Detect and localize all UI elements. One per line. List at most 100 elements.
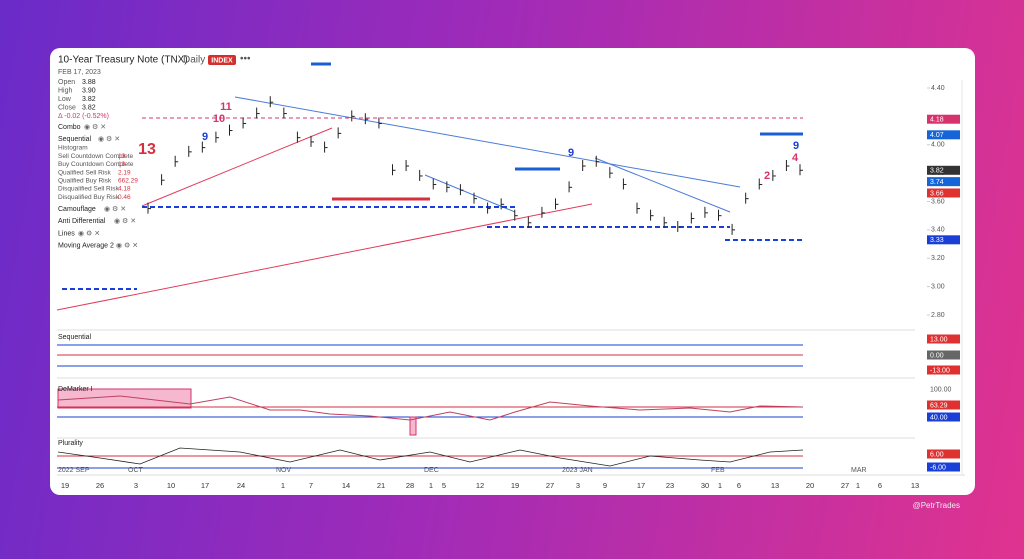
demarker-line <box>57 395 804 421</box>
price-tag-label: 4.18 <box>930 117 944 124</box>
price-tag-label: 3.74 <box>930 179 944 186</box>
indicator-controls[interactable]: ◉ ⚙ ✕ <box>114 217 136 225</box>
trend-line <box>56 203 593 311</box>
ohlc-label: High <box>58 87 73 94</box>
risk-label: Histogram <box>58 145 88 152</box>
indicator-name: Sequential <box>58 136 92 143</box>
indicator-name: Combo <box>58 124 81 131</box>
risk-label: Buy Countdown Complete <box>58 161 134 168</box>
day-label: 23 <box>666 481 674 490</box>
month-label: OCT <box>128 467 144 474</box>
price-tag <box>927 188 960 198</box>
trend-line <box>141 127 333 207</box>
indicator-controls[interactable]: ◉ ⚙ ✕ <box>98 135 120 143</box>
day-label: 3 <box>134 481 138 490</box>
day-label: 1 <box>281 481 285 490</box>
setup-count: 13 <box>138 141 156 158</box>
day-label: 1 <box>718 481 722 490</box>
month-label: 2023 JAN <box>562 467 593 474</box>
day-label: 17 <box>201 481 209 490</box>
price-tag <box>927 235 960 245</box>
risk-value: 2.19 <box>118 169 131 176</box>
ohlc-label: Close <box>58 104 76 111</box>
menu[interactable]: ••• <box>240 54 251 65</box>
day-label: 19 <box>511 481 519 490</box>
day-label: 26 <box>96 481 104 490</box>
plurality-line <box>57 447 804 467</box>
panel-name: Plurality <box>58 440 83 447</box>
change: Δ -0.02 (-0.52%) <box>58 113 109 120</box>
day-label: 10 <box>167 481 175 490</box>
risk-label: Sell Countdown Complete <box>58 153 134 160</box>
month-label: DEC <box>424 467 439 474</box>
indicator-name: Moving Average 2 <box>58 243 114 250</box>
y-tick-label: 3.20 <box>931 255 945 262</box>
day-label: 20 <box>806 481 814 490</box>
y-tick-label: 3.60 <box>931 198 945 205</box>
panel-name: DeMarker I <box>58 386 93 393</box>
day-label: 1 <box>856 481 860 490</box>
zone <box>57 388 192 409</box>
card <box>50 48 975 495</box>
zone <box>409 416 417 436</box>
panel-tag <box>927 334 960 344</box>
ohlc-label: Open <box>58 79 75 86</box>
panel-tag <box>927 462 960 472</box>
day-label: 14 <box>342 481 350 490</box>
ohlc-value: 3.88 <box>82 79 96 86</box>
trend-line <box>234 96 741 188</box>
y-tick-label: 2.80 <box>931 312 945 319</box>
day-label: 19 <box>61 481 69 490</box>
risk-value: 13 <box>118 161 126 168</box>
day-label: 27 <box>546 481 554 490</box>
indicator-name: Camouflage <box>58 206 96 213</box>
day-label: 30 <box>701 481 709 490</box>
ohlc-value: 3.82 <box>82 104 96 111</box>
risk-label: Disqualified Buy Risk <box>58 194 120 201</box>
day-label: 6 <box>878 481 882 490</box>
indicator-controls[interactable]: ◉ ⚙ ✕ <box>84 123 106 131</box>
setup-count: 4 <box>792 152 799 164</box>
day-label: 28 <box>406 481 414 490</box>
y-tick-label: 4.40 <box>931 85 945 92</box>
price-tag-label: 3.82 <box>930 168 944 175</box>
risk-label: Qualified Buy Risk <box>58 178 112 185</box>
day-label: 7 <box>309 481 313 490</box>
watermark: @PetrTrades <box>913 501 960 510</box>
ohlc-value: 3.90 <box>82 87 96 94</box>
risk-label: Qualified Sell Risk <box>58 169 111 176</box>
risk-value: 4.18 <box>118 186 131 193</box>
panel-tag <box>927 400 960 410</box>
y-tick-label: 3.40 <box>931 227 945 234</box>
month-label: NOV <box>276 467 292 474</box>
panel-label: 13.00 <box>930 336 948 343</box>
trend-line <box>594 157 731 213</box>
setup-count: 9 <box>568 147 574 159</box>
panel-name: Sequential <box>58 334 92 341</box>
risk-label: Disqualified Sell Risk <box>58 186 119 193</box>
indicator-controls[interactable]: ◉ ⚙ ✕ <box>78 229 100 237</box>
setup-count: 9 <box>202 131 208 143</box>
panel-label: 40.00 <box>930 414 948 421</box>
setup-count: 9 <box>793 140 799 152</box>
ohlc-value: 3.82 <box>82 96 96 103</box>
day-label: 6 <box>737 481 741 490</box>
price-tag <box>927 130 960 140</box>
day-label: 13 <box>771 481 779 490</box>
day-label: 13 <box>911 481 919 490</box>
panel-tag <box>927 350 960 360</box>
title: 10-Year Treasury Note (TNX) <box>58 55 188 66</box>
risk-value: 662.29 <box>118 178 138 185</box>
indicator-controls[interactable]: ◉ ⚙ ✕ <box>104 205 126 213</box>
setup-count: 2 <box>764 170 770 182</box>
price-tag <box>927 177 960 187</box>
panel-tag <box>927 449 960 459</box>
setup-count: 10 <box>213 113 225 125</box>
day-label: 17 <box>637 481 645 490</box>
day-label: 24 <box>237 481 245 490</box>
panel-tag <box>927 412 960 422</box>
indicator-controls[interactable]: ◉ ⚙ ✕ <box>116 242 138 250</box>
date: FEB 17, 2023 <box>58 69 101 76</box>
